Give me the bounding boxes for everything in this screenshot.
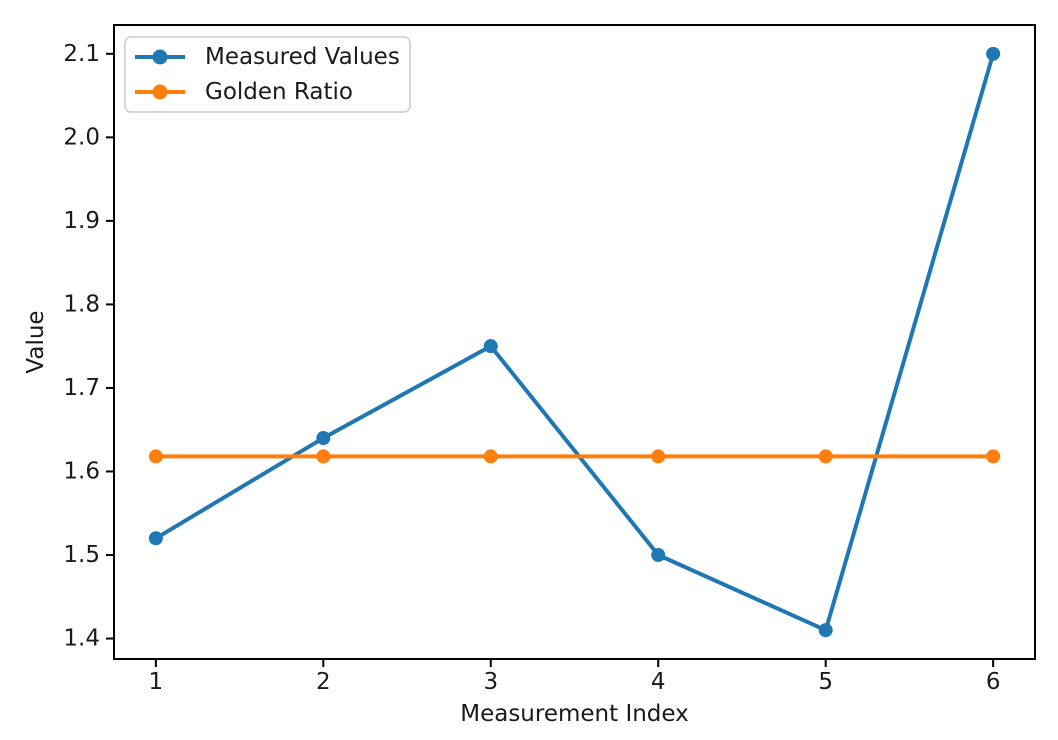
data-point-golden-ratio [316, 449, 331, 464]
data-point-measured-values [986, 46, 1001, 61]
x-axis-label: Measurement Index [460, 701, 689, 727]
y-axis-label: Value [23, 310, 49, 374]
x-tick-label: 6 [986, 669, 1001, 695]
legend-marker [152, 49, 168, 65]
x-tick-label: 1 [149, 669, 164, 695]
x-tick-label: 5 [818, 669, 833, 695]
y-tick-label: 1.5 [63, 542, 100, 568]
y-tick-label: 1.7 [63, 375, 100, 401]
legend-label: Measured Values [205, 44, 400, 70]
data-point-measured-values [316, 431, 331, 446]
y-tick-label: 2.1 [63, 41, 100, 67]
x-tick-label: 4 [651, 669, 666, 695]
x-tick-label: 2 [316, 669, 331, 695]
legend-box [124, 36, 411, 113]
data-point-golden-ratio [483, 449, 498, 464]
data-point-golden-ratio [148, 449, 163, 464]
data-point-measured-values [651, 548, 666, 563]
y-tick-label: 1.4 [63, 626, 100, 652]
data-point-golden-ratio [818, 449, 833, 464]
data-point-golden-ratio [986, 449, 1001, 464]
y-tick-label: 2.0 [63, 124, 100, 150]
plot-border [113, 24, 1036, 660]
data-point-measured-values [483, 339, 498, 354]
data-point-measured-values [148, 531, 163, 546]
series-line-measured-values [153, 51, 996, 633]
data-point-measured-values [818, 623, 833, 638]
legend-marker [152, 84, 168, 100]
data-point-golden-ratio [651, 449, 666, 464]
y-tick-label: 1.8 [63, 291, 100, 317]
y-tick-label: 1.6 [63, 458, 100, 484]
x-tick-label: 3 [483, 669, 498, 695]
y-tick-label: 1.9 [63, 208, 100, 234]
legend-label: Golden Ratio [205, 79, 353, 105]
